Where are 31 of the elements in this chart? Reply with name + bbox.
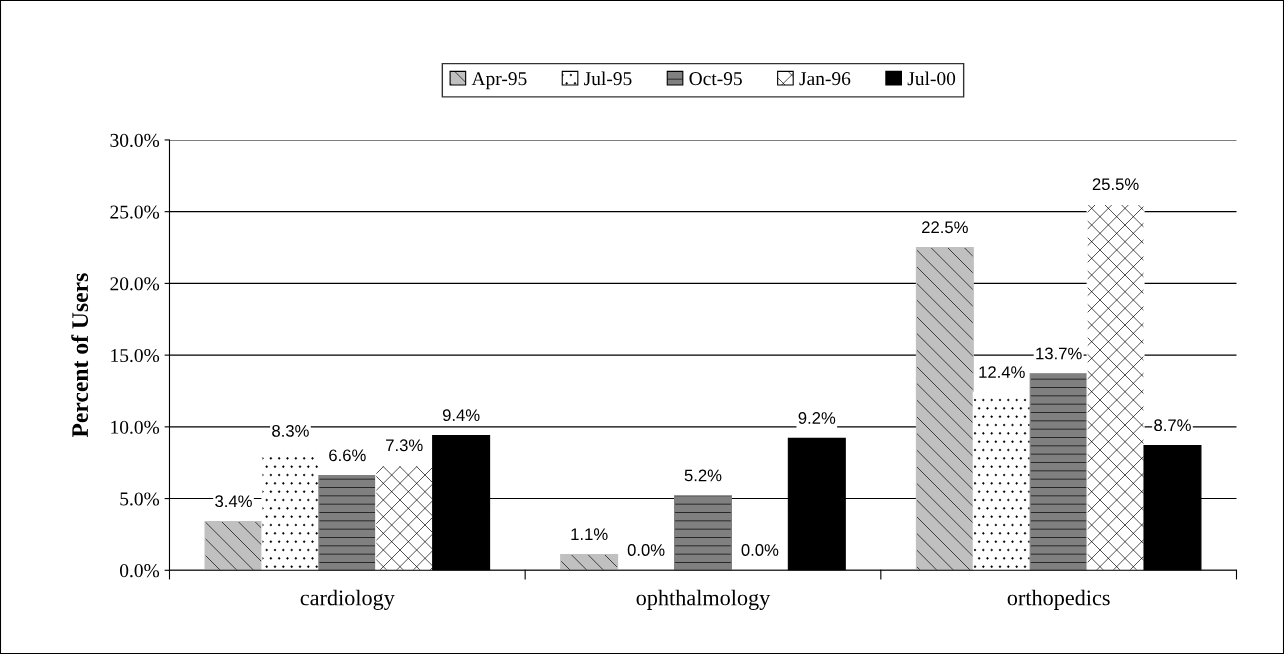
data-label: 22.5% bbox=[922, 221, 968, 234]
x-tick-label: cardiology bbox=[300, 589, 395, 610]
data-label: 12.4% bbox=[979, 366, 1025, 378]
x-tick-label: ophthalmology bbox=[636, 589, 771, 610]
y-tick-label: 5.0% bbox=[120, 492, 160, 506]
data-label: 9.4% bbox=[442, 409, 480, 422]
y-tick-label: 10.0% bbox=[111, 420, 160, 434]
data-label: 7.3% bbox=[386, 439, 423, 452]
legend-label: Jul-95 bbox=[584, 71, 632, 86]
y-tick-label: 15.0% bbox=[111, 348, 160, 363]
data-label: 0.0% bbox=[627, 544, 665, 556]
data-label: 8.3% bbox=[272, 425, 309, 437]
y-tick-label: 20.0% bbox=[110, 277, 160, 291]
data-label: 13.7% bbox=[1036, 347, 1082, 360]
legend-label: Jul-00 bbox=[907, 71, 956, 86]
y-tick-label: 30.0% bbox=[110, 133, 160, 147]
x-tick-label: orthopedics bbox=[1007, 589, 1110, 610]
data-label: 9.2% bbox=[798, 412, 836, 424]
legend-label: Apr-95 bbox=[471, 72, 527, 90]
data-label: 0.0% bbox=[741, 544, 779, 556]
y-axis-title: Percent of Users bbox=[71, 273, 89, 438]
data-label: 8.7% bbox=[1154, 419, 1191, 432]
data-label: 6.6% bbox=[329, 449, 366, 462]
legend-label: Jan-96 bbox=[799, 72, 851, 86]
legend-label: Oct-95 bbox=[689, 72, 742, 86]
y-tick-label: 25.0% bbox=[110, 205, 160, 219]
y-tick-label: 0.0% bbox=[120, 564, 160, 578]
data-label: 25.5% bbox=[1092, 178, 1139, 191]
data-label: 1.1% bbox=[571, 528, 608, 541]
data-label: 3.4% bbox=[215, 495, 252, 508]
data-label: 5.2% bbox=[684, 469, 722, 482]
